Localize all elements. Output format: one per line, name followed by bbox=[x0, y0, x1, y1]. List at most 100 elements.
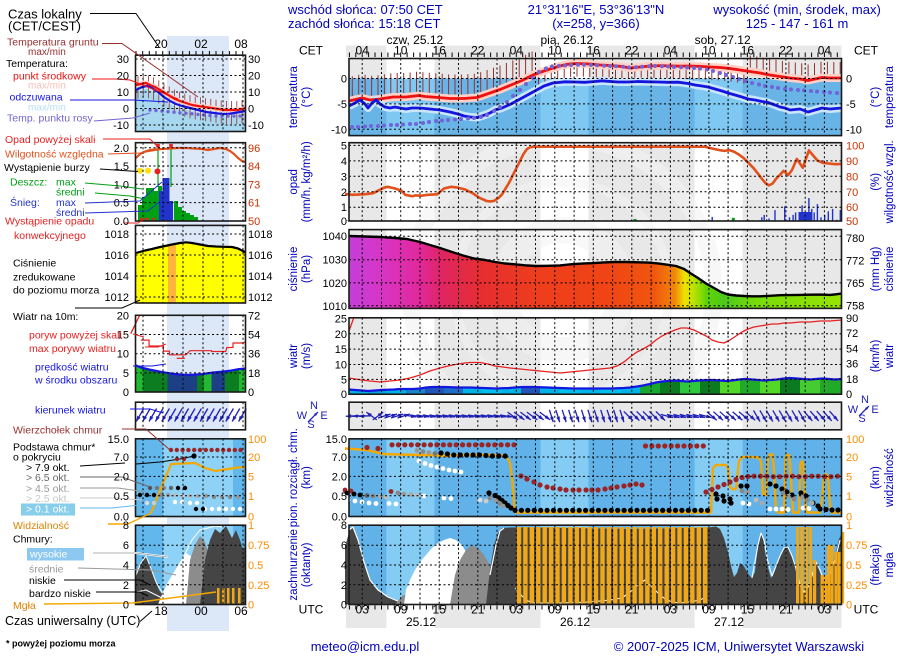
svg-text:21: 21 bbox=[779, 603, 793, 617]
svg-text:E: E bbox=[871, 404, 878, 416]
svg-text:0.0: 0.0 bbox=[114, 512, 129, 524]
svg-text:1.0: 1.0 bbox=[114, 179, 129, 191]
svg-text:100: 100 bbox=[846, 434, 864, 446]
svg-text:96: 96 bbox=[248, 143, 260, 155]
svg-text:10: 10 bbox=[548, 44, 562, 58]
svg-text:2.0: 2.0 bbox=[332, 471, 347, 483]
svg-text:wilgotność wzgl.: wilgotność wzgl. bbox=[884, 140, 896, 224]
svg-text:54: 54 bbox=[248, 330, 260, 342]
svg-text:-5: -5 bbox=[337, 99, 347, 111]
svg-text:Widzialność: Widzialność bbox=[13, 520, 69, 532]
svg-text:-10: -10 bbox=[248, 120, 264, 132]
svg-text:czw, 25.12: czw, 25.12 bbox=[387, 33, 444, 47]
svg-text:15: 15 bbox=[433, 603, 447, 617]
svg-text:1012: 1012 bbox=[105, 292, 129, 304]
svg-text:Temperatura:: Temperatura: bbox=[6, 58, 68, 70]
svg-text:S: S bbox=[307, 419, 314, 431]
svg-text:punkt środkowy: punkt środkowy bbox=[13, 71, 87, 83]
svg-text:1: 1 bbox=[248, 491, 254, 503]
svg-text:UTC: UTC bbox=[299, 603, 324, 617]
svg-text:Wilgotność względna: Wilgotność względna bbox=[5, 149, 104, 161]
svg-text:Czas lokalny: Czas lokalny bbox=[8, 7, 82, 22]
svg-text:CET: CET bbox=[854, 44, 879, 58]
svg-text:73: 73 bbox=[248, 179, 260, 191]
svg-text:średni: średni bbox=[56, 207, 85, 219]
svg-text:niskie: niskie bbox=[29, 575, 56, 587]
svg-text:0: 0 bbox=[846, 512, 852, 524]
svg-text:N: N bbox=[310, 400, 318, 412]
svg-text:Czas uniwersalny (UTC): Czas uniwersalny (UTC) bbox=[5, 614, 140, 628]
svg-text:54: 54 bbox=[846, 343, 858, 355]
svg-text:16: 16 bbox=[587, 44, 601, 58]
svg-text:15.0: 15.0 bbox=[326, 434, 347, 446]
svg-text:poryw powyżej skali: poryw powyżej skali bbox=[29, 330, 122, 342]
svg-text:5: 5 bbox=[341, 374, 347, 386]
svg-text:758: 758 bbox=[846, 301, 864, 313]
svg-text:odczuwana: odczuwana bbox=[10, 92, 63, 104]
svg-text:pion. rozciągł. chm.: pion. rozciągł. chm. bbox=[288, 428, 300, 527]
svg-text:25.12: 25.12 bbox=[406, 615, 436, 629]
svg-text:temperatura: temperatura bbox=[884, 65, 896, 128]
svg-text:Temp. punktu rosy: Temp. punktu rosy bbox=[7, 113, 94, 125]
svg-text:30: 30 bbox=[117, 54, 129, 66]
svg-text:0.5: 0.5 bbox=[332, 491, 347, 503]
svg-text:00: 00 bbox=[194, 604, 208, 618]
svg-text:1: 1 bbox=[341, 202, 347, 214]
svg-text:21°31'16"E, 53°36'13"N: 21°31'16"E, 53°36'13"N bbox=[528, 2, 665, 17]
svg-text:21: 21 bbox=[625, 603, 639, 617]
svg-text:20: 20 bbox=[154, 37, 168, 51]
svg-text:10: 10 bbox=[702, 44, 716, 58]
svg-text:09: 09 bbox=[394, 603, 408, 617]
svg-text:1014: 1014 bbox=[248, 271, 272, 283]
svg-text:Wystąpienie opadu: Wystąpienie opadu bbox=[5, 216, 94, 228]
svg-text:zredukowane: zredukowane bbox=[13, 272, 76, 284]
svg-text:18: 18 bbox=[154, 604, 168, 618]
svg-text:20: 20 bbox=[335, 329, 347, 341]
svg-text:(%): (%) bbox=[870, 173, 882, 191]
svg-text:0.75: 0.75 bbox=[248, 540, 269, 552]
svg-text:średnie: średnie bbox=[29, 564, 64, 576]
svg-text:0: 0 bbox=[248, 387, 254, 399]
svg-text:04: 04 bbox=[356, 44, 370, 58]
svg-text:(CET/CEST): (CET/CEST) bbox=[8, 19, 81, 34]
svg-text:(km): (km) bbox=[301, 466, 313, 489]
svg-text:22: 22 bbox=[471, 44, 485, 58]
svg-text:20: 20 bbox=[248, 71, 260, 83]
svg-text:Mgła: Mgła bbox=[13, 600, 36, 612]
svg-text:90: 90 bbox=[846, 313, 858, 325]
svg-text:W: W bbox=[848, 404, 859, 416]
svg-text:w środku obszaru: w środku obszaru bbox=[34, 375, 117, 387]
svg-text:0.5: 0.5 bbox=[248, 560, 263, 572]
svg-text:Podstawa chmur*: Podstawa chmur* bbox=[13, 442, 95, 454]
svg-text:780: 780 bbox=[846, 233, 864, 245]
svg-text:Chmury:: Chmury: bbox=[13, 534, 53, 546]
svg-text:16: 16 bbox=[741, 44, 755, 58]
svg-text:sob, 27.12: sob, 27.12 bbox=[695, 33, 751, 47]
svg-text:100: 100 bbox=[846, 140, 864, 152]
svg-text:(m/s): (m/s) bbox=[301, 343, 313, 369]
svg-text:08: 08 bbox=[234, 37, 248, 51]
svg-text:2: 2 bbox=[341, 187, 347, 199]
svg-text:0.0: 0.0 bbox=[332, 512, 347, 524]
svg-text:ciśnienie: ciśnienie bbox=[288, 247, 300, 292]
svg-text:10: 10 bbox=[117, 87, 129, 99]
svg-text:20: 20 bbox=[846, 452, 858, 464]
svg-text:1: 1 bbox=[248, 520, 254, 532]
svg-text:> 2.5 okt.: > 2.5 okt. bbox=[26, 493, 70, 505]
svg-text:16: 16 bbox=[433, 44, 447, 58]
svg-text:wysokie: wysokie bbox=[29, 549, 68, 561]
svg-text:5: 5 bbox=[846, 471, 852, 483]
svg-text:21: 21 bbox=[471, 603, 485, 617]
svg-text:max/min: max/min bbox=[28, 80, 66, 91]
svg-text:84: 84 bbox=[248, 161, 260, 173]
svg-text:wiatr: wiatr bbox=[288, 344, 300, 369]
svg-text:1.5: 1.5 bbox=[114, 161, 129, 173]
svg-text:2.0: 2.0 bbox=[114, 471, 129, 483]
svg-text:-10: -10 bbox=[113, 120, 129, 132]
svg-text:1014: 1014 bbox=[105, 271, 129, 283]
svg-text:09: 09 bbox=[702, 603, 716, 617]
svg-text:72: 72 bbox=[846, 328, 858, 340]
svg-text:10: 10 bbox=[394, 44, 408, 58]
svg-text:0.75: 0.75 bbox=[846, 540, 867, 552]
svg-text:kierunek wiatru: kierunek wiatru bbox=[35, 405, 106, 417]
